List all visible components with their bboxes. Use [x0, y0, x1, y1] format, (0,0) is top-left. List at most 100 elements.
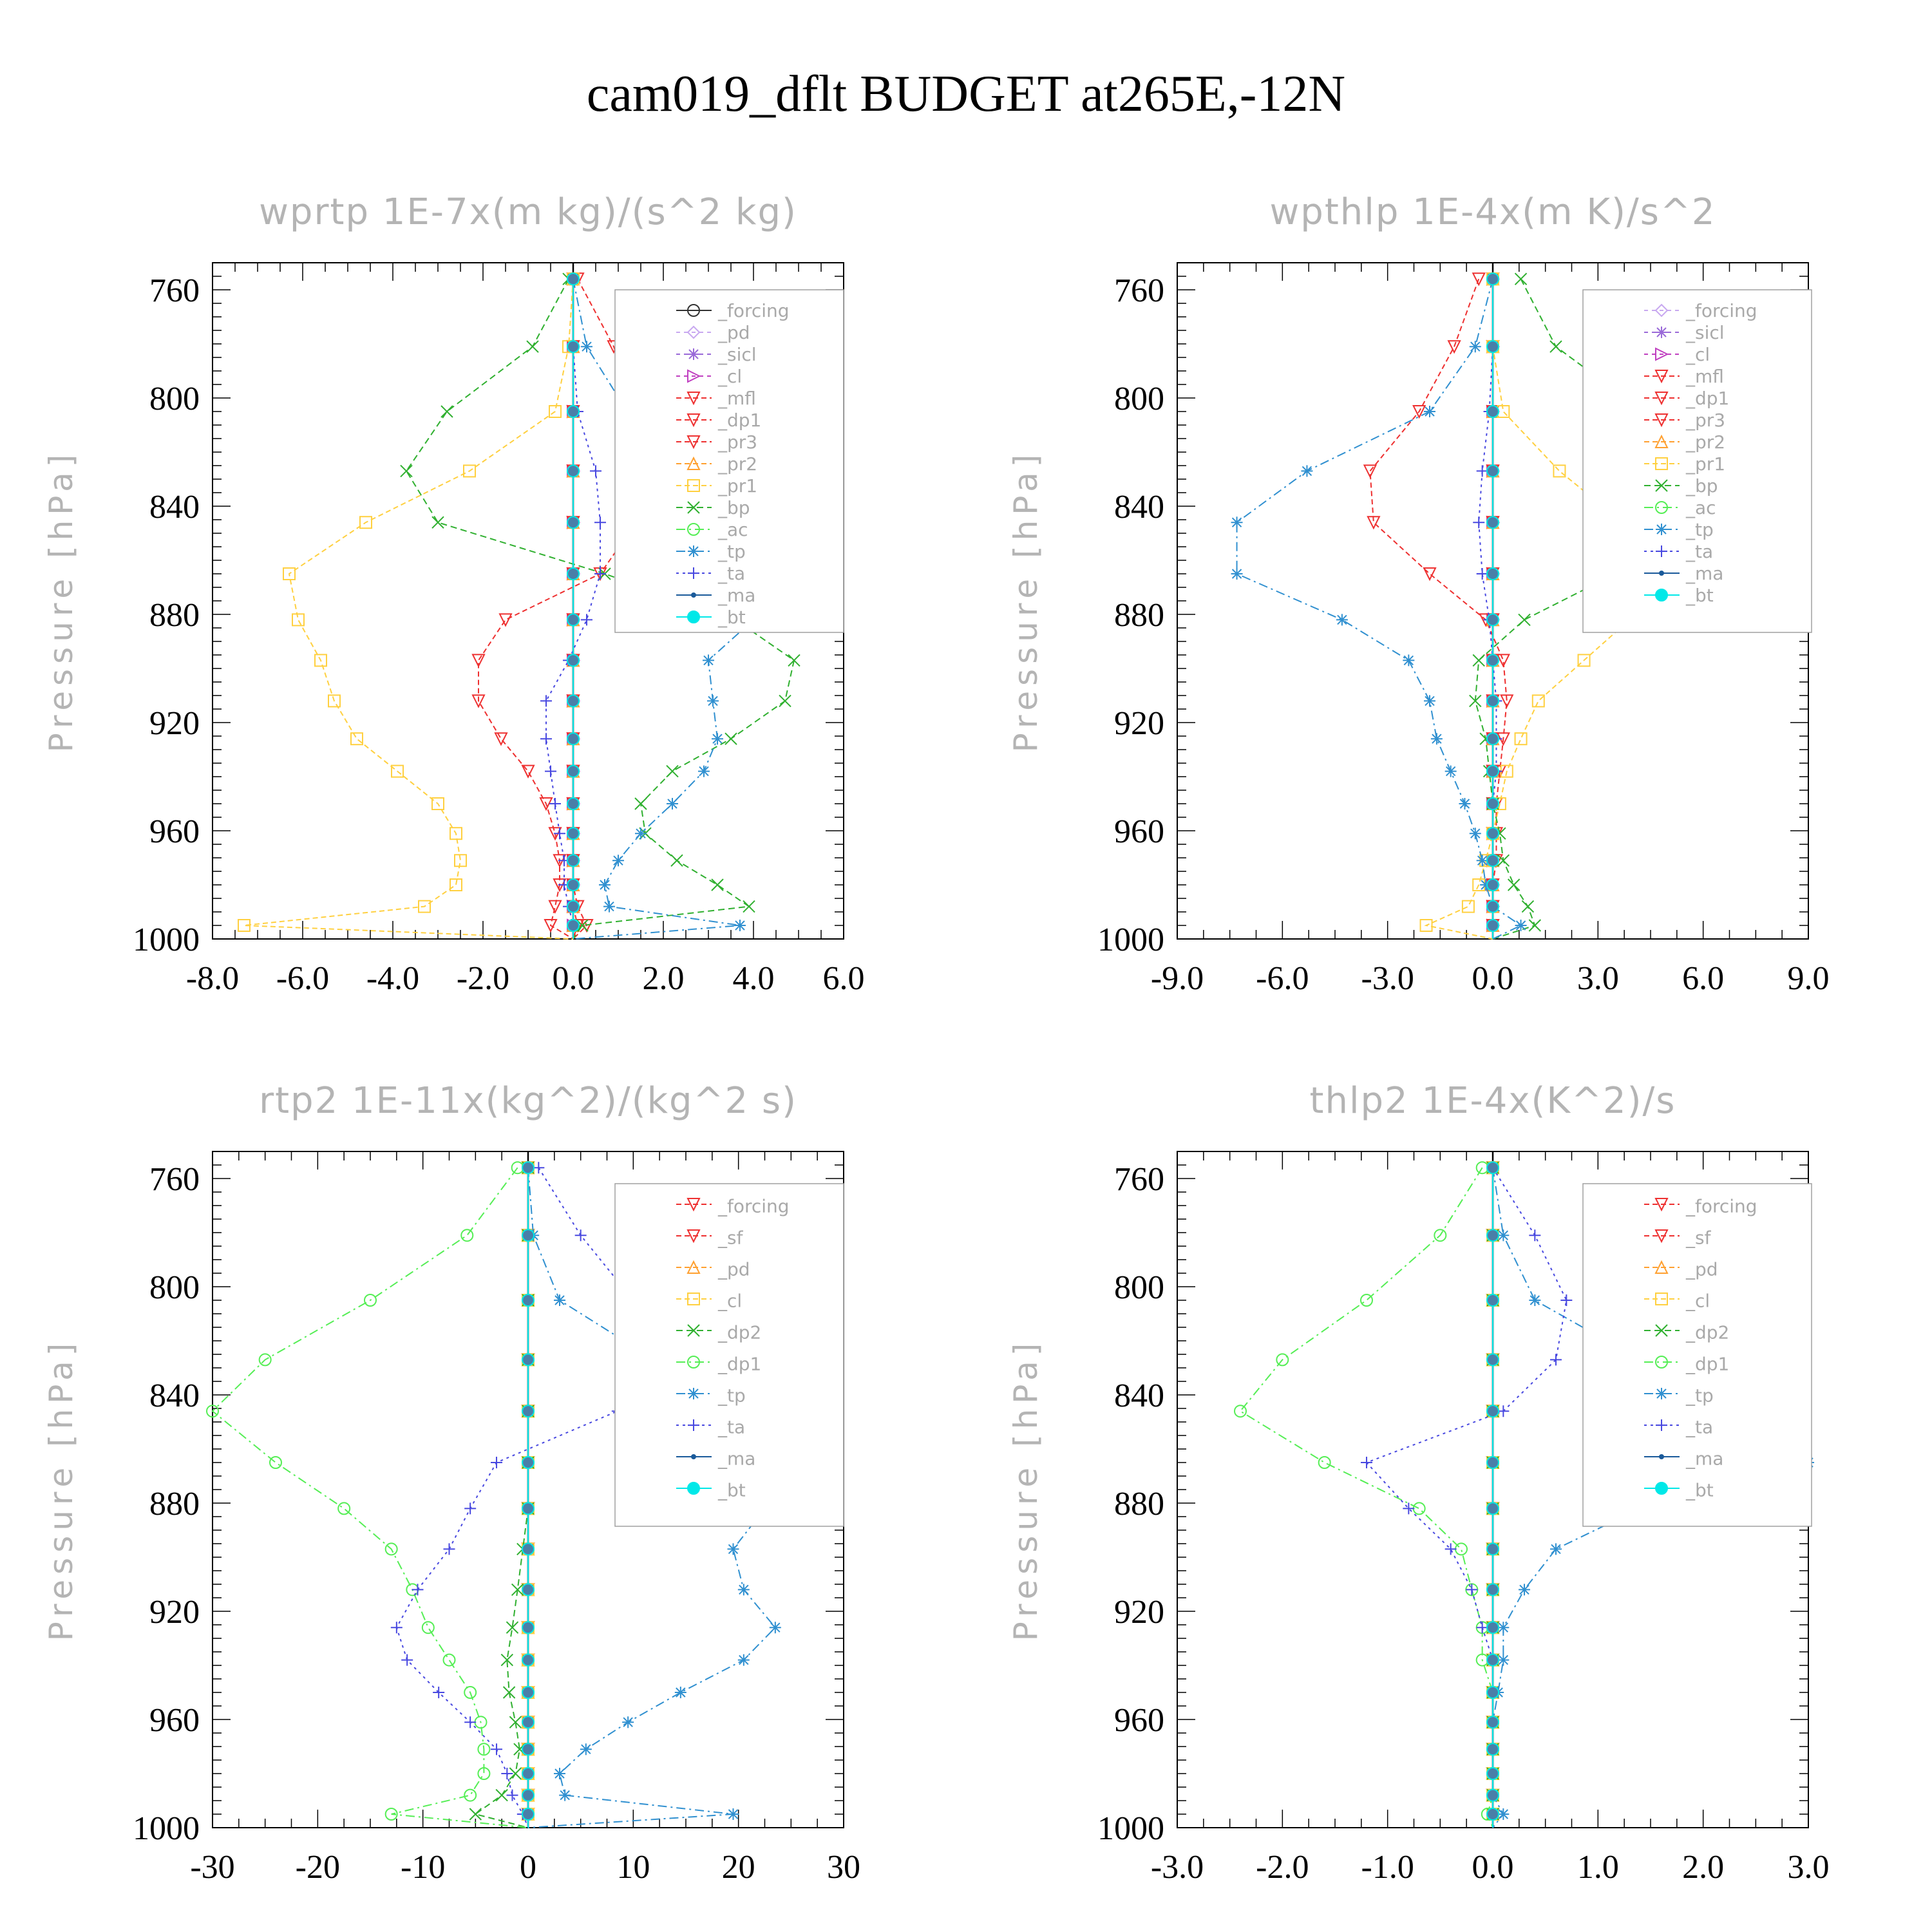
legend-marker: [1656, 545, 1667, 557]
x-tick-label: 9.0: [1788, 960, 1830, 997]
data-point_bp: [666, 764, 679, 778]
data-point_bt-overlay: [523, 1809, 533, 1819]
data-point_bp: [634, 797, 647, 810]
data-point_bt-overlay: [1488, 1544, 1498, 1555]
legend-marker: [1654, 370, 1669, 384]
legend-marker: [1655, 1482, 1668, 1495]
legend-label: _sf: [717, 1227, 744, 1249]
x-tick-label: 0: [520, 1849, 536, 1886]
legend-label: _dp1: [717, 410, 761, 431]
data-point_bt-overlay: [1488, 1503, 1498, 1514]
legend-label: _sicl: [717, 344, 757, 365]
data-point_bt-overlay: [1488, 920, 1498, 931]
data-point_bt-overlay: [1488, 901, 1498, 912]
legend-marker: [687, 413, 701, 428]
legend-label: _ac: [1685, 497, 1716, 518]
legend: _forcing_pd_sicl_cl_mfl_dp1_pr3_pr2_pr1_…: [614, 289, 844, 633]
data-point_bt-overlay: [1488, 1457, 1498, 1468]
x-tick-label: 2.0: [1682, 1849, 1724, 1886]
data-point_ta: [1361, 1457, 1372, 1468]
legend-box: [1582, 1183, 1812, 1527]
legend-entry_tp: _tp: [676, 1385, 746, 1406]
legend-entry_pr3: _pr3: [1644, 410, 1725, 431]
legend-marker: [687, 435, 701, 450]
data-point_tp: [1529, 1294, 1541, 1306]
data-point_bt-overlay: [1488, 274, 1498, 285]
legend-entry_ma: _ma: [676, 1448, 755, 1470]
legend-label: _bt: [1685, 585, 1714, 606]
legend-entry_pd: _pd: [1644, 1259, 1718, 1280]
x-tick-label: 0.0: [1472, 960, 1514, 997]
series-group: [206, 1160, 818, 1828]
data-point_ta: [1473, 516, 1485, 529]
data-point_dp1: [464, 1788, 477, 1802]
legend-marker: [1655, 479, 1668, 492]
legend-label: _dp1: [717, 1354, 761, 1375]
legend-marker: [1655, 1356, 1668, 1368]
legend-entry_bt: _bt: [676, 1480, 746, 1501]
data-point_ta: [1403, 1502, 1415, 1515]
legend-label: _sicl: [1685, 322, 1725, 343]
data-point_bt-overlay: [523, 1744, 533, 1755]
data-point_bt-overlay: [1488, 517, 1498, 528]
data-point_pr3: [1423, 567, 1437, 582]
data-point_bp: [743, 900, 755, 913]
data-point_tp: [554, 1294, 565, 1306]
legend-marker: [691, 592, 696, 598]
legend-marker: [687, 501, 700, 514]
data-point_tp: [1497, 1808, 1510, 1820]
data-point_tp: [1403, 654, 1415, 667]
data-point_bt-overlay: [568, 569, 578, 579]
x-tick-label: 3.0: [1788, 1849, 1830, 1886]
series_tp: [1231, 273, 1527, 940]
data-point_ta: [594, 568, 606, 580]
data-point_ta: [1444, 1543, 1457, 1555]
legend-entry_pd: _pd: [676, 322, 750, 343]
data-point_tp: [603, 900, 615, 913]
data-point_pr3: [1472, 272, 1486, 287]
data-point_tp: [1424, 406, 1435, 417]
data-point_pr1: [1553, 464, 1566, 478]
legend-entry_mfl: _mfl: [1644, 366, 1724, 387]
data-point_bt-overlay: [523, 1230, 533, 1241]
data-point_pr1: [238, 919, 251, 932]
data-point_bp: [1521, 900, 1535, 913]
legend-entry_forcing: _forcing: [1644, 1196, 1757, 1217]
data-point_bt-overlay: [1488, 880, 1498, 890]
y-tick-label: 840: [1114, 489, 1164, 526]
legend-entry_bt: _bt: [1644, 1480, 1714, 1501]
data-point_ta: [443, 1543, 455, 1555]
data-point_bt-overlay: [1488, 828, 1498, 839]
legend-marker: [691, 1454, 696, 1459]
y-tick-label: 920: [1114, 1594, 1164, 1631]
legend-marker: [1656, 1388, 1667, 1399]
data-point_ta: [545, 765, 556, 777]
data-point_bt-overlay: [568, 614, 578, 625]
legend: _forcing _sf _pd _cl _dp2 _dp1 _tp _ta _ma _bt: [614, 1183, 844, 1527]
data-point_bp: [711, 878, 724, 891]
legend-marker: [688, 545, 699, 557]
data-point_tp: [769, 1622, 781, 1634]
data-point_tp: [1550, 1543, 1562, 1555]
data-point_tp: [727, 1543, 739, 1555]
data-point_ta: [1476, 465, 1488, 477]
data-point_bp: [431, 516, 444, 529]
data-point_tp: [581, 341, 592, 353]
y-tick-label: 800: [149, 381, 200, 417]
legend-entry_ta: _ta: [676, 563, 745, 584]
data-point_bt-overlay: [1488, 614, 1498, 625]
panel-3: rtp2 1E-11x(kg^2)/(kg^2 s) Pressure [hPa]…: [43, 1080, 860, 1886]
data-point_dp1: [384, 1808, 398, 1821]
data-point_tp: [1497, 1654, 1510, 1666]
data-point_tp: [1231, 568, 1243, 580]
data-point_pr1: [350, 732, 363, 746]
legend-label: _dp2: [1685, 1322, 1729, 1343]
data-point_ta: [1466, 1584, 1478, 1596]
legend-label: _dp1: [1685, 388, 1729, 409]
series-line_tp: [1236, 278, 1522, 940]
legend-entry_tp: _tp: [1644, 1385, 1714, 1406]
data-point_bt-overlay: [568, 655, 578, 666]
x-tick-label: -20: [296, 1849, 340, 1886]
y-axis-label: Pressure [hPa]: [43, 1338, 80, 1642]
